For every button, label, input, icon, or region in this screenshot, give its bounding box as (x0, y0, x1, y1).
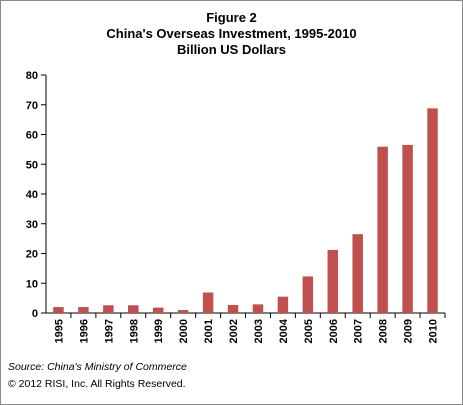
bar (302, 276, 314, 313)
x-tick-label: 1997 (103, 319, 115, 343)
bar (402, 144, 413, 313)
bar (202, 292, 214, 313)
figure-label: Figure 2 (206, 10, 257, 25)
y-tick-label: 50 (26, 159, 38, 171)
bar (128, 305, 139, 313)
x-tick-label: 2008 (378, 319, 390, 343)
y-tick-label: 0 (32, 308, 38, 320)
bar (327, 249, 339, 313)
source-note: Source: China's Ministry of Commerce (8, 361, 187, 373)
bar (103, 305, 114, 313)
x-tick-label: 2005 (303, 319, 315, 343)
bar (277, 296, 289, 313)
x-tick-label: 2004 (278, 318, 290, 343)
x-tick-label: 2000 (178, 319, 190, 343)
chart-subtitle: Billion US Dollars (176, 42, 287, 57)
y-tick-label: 60 (26, 130, 38, 142)
x-tick-label: 2002 (228, 319, 240, 343)
bar (427, 108, 438, 313)
x-tick-label: 2009 (403, 319, 415, 343)
x-tick-label: 2001 (203, 319, 215, 343)
x-tick-label: 2006 (328, 319, 340, 343)
x-tick-label: 2007 (353, 319, 365, 343)
y-tick-label: 70 (26, 100, 38, 112)
x-tick-label: 1998 (128, 319, 140, 343)
bar (352, 234, 363, 313)
y-tick-label: 80 (26, 70, 38, 82)
y-tick-label: 30 (26, 219, 38, 231)
y-tick-label: 40 (26, 189, 38, 201)
chart-title: China's Overseas Investment, 1995-2010 (106, 26, 357, 41)
x-tick-label: 1995 (53, 319, 65, 343)
bar (252, 304, 264, 313)
bar (53, 307, 64, 313)
y-tick-label: 10 (26, 278, 38, 290)
bar (78, 307, 89, 313)
copyright-note: © 2012 RISI, Inc. All Rights Reserved. (8, 378, 186, 390)
x-tick-label: 1999 (153, 319, 165, 343)
bar (227, 304, 239, 313)
bar (377, 146, 388, 313)
x-tick-label: 2003 (253, 319, 265, 343)
bar (152, 307, 164, 313)
x-tick-label: 1996 (78, 319, 90, 343)
bar (177, 310, 189, 313)
y-tick-label: 20 (26, 249, 38, 261)
x-tick-label: 2010 (428, 319, 440, 343)
chart-titles: Figure 2 China's Overseas Investment, 19… (0, 10, 463, 58)
